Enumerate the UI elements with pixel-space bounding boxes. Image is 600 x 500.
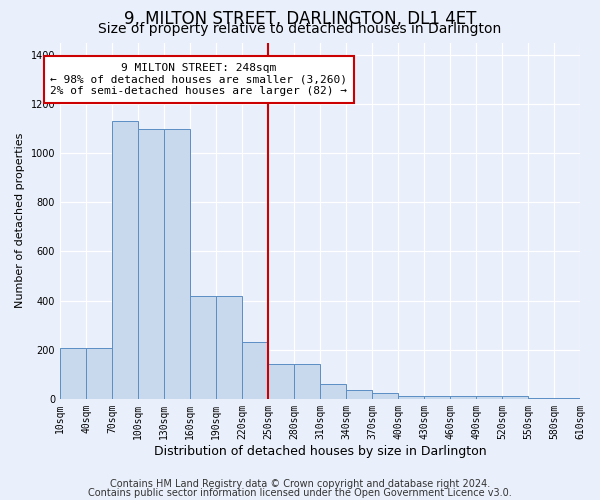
Bar	[450, 396, 476, 399]
Bar	[398, 396, 424, 399]
Text: 9 MILTON STREET: 248sqm
← 98% of detached houses are smaller (3,260)
2% of semi-: 9 MILTON STREET: 248sqm ← 98% of detache…	[50, 63, 347, 96]
Bar	[164, 128, 190, 399]
Bar	[216, 296, 242, 399]
Bar	[190, 296, 216, 399]
Bar	[60, 348, 86, 399]
Bar	[476, 396, 502, 399]
Text: Contains public sector information licensed under the Open Government Licence v3: Contains public sector information licen…	[88, 488, 512, 498]
Bar	[112, 121, 138, 399]
Bar	[346, 390, 372, 399]
Bar	[424, 396, 450, 399]
Bar	[502, 396, 528, 399]
Bar	[528, 398, 554, 399]
Text: Size of property relative to detached houses in Darlington: Size of property relative to detached ho…	[98, 22, 502, 36]
Bar	[372, 392, 398, 399]
Text: 9, MILTON STREET, DARLINGTON, DL1 4ET: 9, MILTON STREET, DARLINGTON, DL1 4ET	[124, 10, 476, 28]
Bar	[554, 398, 580, 399]
Bar	[138, 128, 164, 399]
Bar	[320, 384, 346, 399]
Text: Contains HM Land Registry data © Crown copyright and database right 2024.: Contains HM Land Registry data © Crown c…	[110, 479, 490, 489]
Bar	[242, 342, 268, 399]
Bar	[86, 348, 112, 399]
Y-axis label: Number of detached properties: Number of detached properties	[15, 133, 25, 308]
Bar	[268, 364, 294, 399]
X-axis label: Distribution of detached houses by size in Darlington: Distribution of detached houses by size …	[154, 444, 487, 458]
Bar	[294, 364, 320, 399]
